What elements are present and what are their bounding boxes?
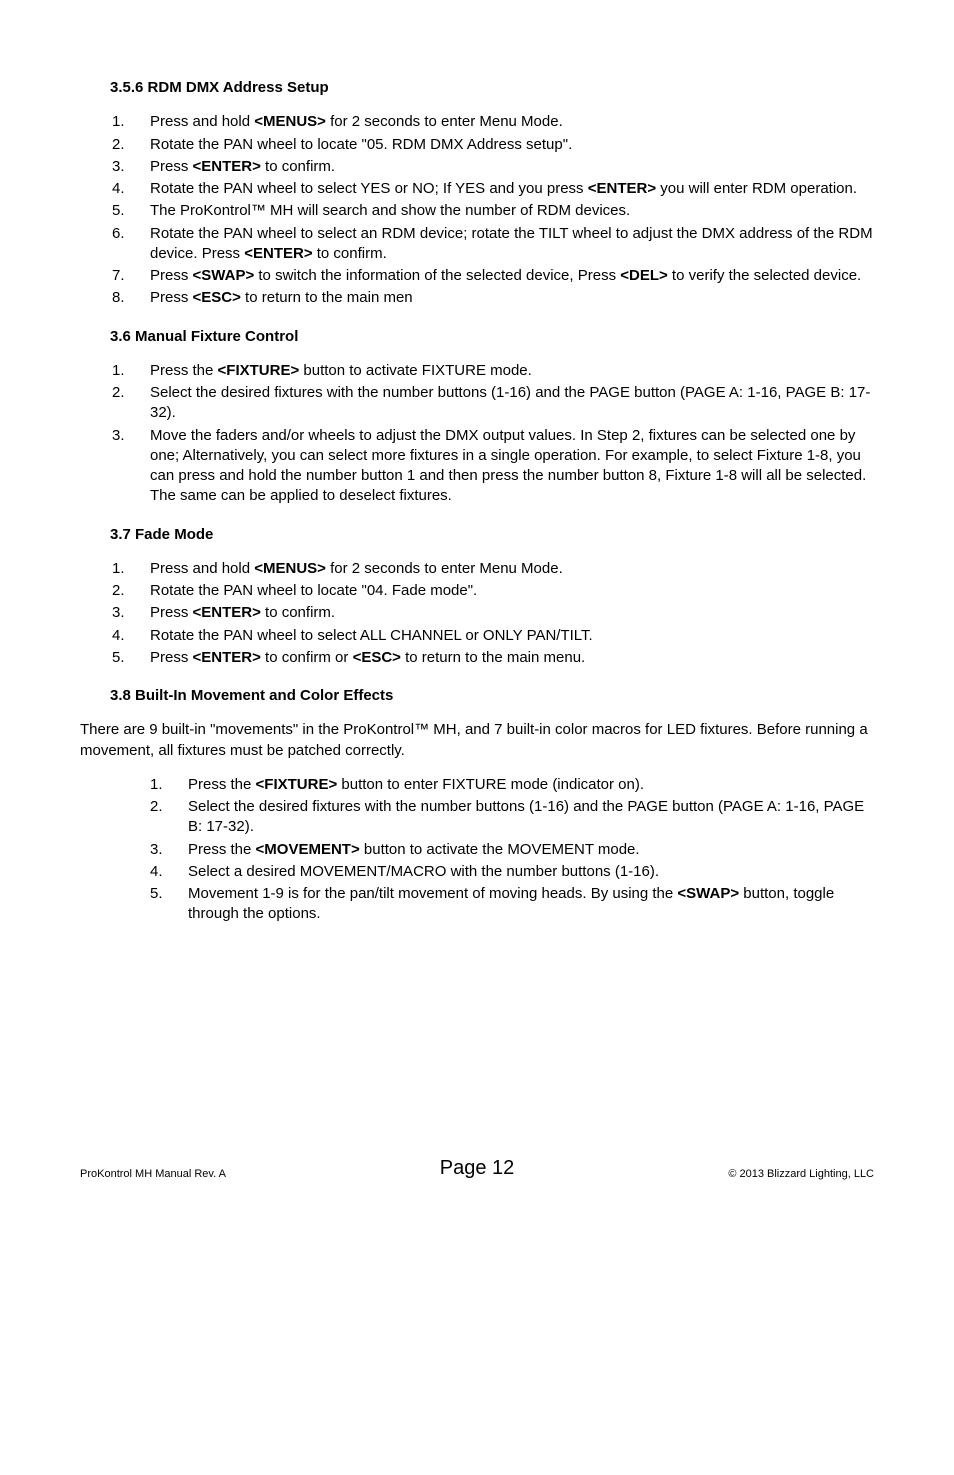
list-number: 5. — [112, 648, 150, 668]
list-item: 2.Rotate the PAN wheel to locate "04. Fa… — [112, 581, 874, 601]
list-item: 5.Press <ENTER> to confirm or <ESC> to r… — [112, 648, 874, 668]
list-text: Press and hold <MENUS> for 2 seconds to … — [150, 112, 874, 132]
intro-38: There are 9 built-in "movements" in the … — [80, 720, 874, 761]
list-text: Select the desired fixtures with the num… — [150, 383, 874, 424]
list-38: 1.Press the <FIXTURE> button to enter FI… — [150, 775, 874, 925]
list-text: Rotate the PAN wheel to select an RDM de… — [150, 224, 874, 265]
heading-356: 3.5.6 RDM DMX Address Setup — [110, 78, 874, 98]
list-number: 8. — [112, 288, 150, 308]
list-item: 5.Movement 1-9 is for the pan/tilt movem… — [150, 884, 874, 925]
list-number: 1. — [150, 775, 188, 795]
list-text: Press the <MOVEMENT> button to activate … — [188, 840, 874, 860]
list-number: 6. — [112, 224, 150, 265]
list-text: Press <SWAP> to switch the information o… — [150, 266, 874, 286]
list-text: Rotate the PAN wheel to select YES or NO… — [150, 179, 874, 199]
list-item: 2.Select the desired fixtures with the n… — [150, 797, 874, 838]
list-36: 1.Press the <FIXTURE> button to activate… — [112, 361, 874, 507]
list-text: Press and hold <MENUS> for 2 seconds to … — [150, 559, 874, 579]
list-text: Move the faders and/or wheels to adjust … — [150, 426, 874, 507]
list-item: 4.Select a desired MOVEMENT/MACRO with t… — [150, 862, 874, 882]
page-footer: ProKontrol MH Manual Rev. A Page 12 © 20… — [80, 1155, 874, 1182]
list-text: Rotate the PAN wheel to locate "05. RDM … — [150, 135, 874, 155]
list-number: 4. — [112, 179, 150, 199]
list-number: 5. — [150, 884, 188, 925]
list-item: 4.Rotate the PAN wheel to select ALL CHA… — [112, 626, 874, 646]
list-number: 4. — [150, 862, 188, 882]
list-item: 2.Select the desired fixtures with the n… — [112, 383, 874, 424]
list-number: 7. — [112, 266, 150, 286]
footer-left: ProKontrol MH Manual Rev. A — [80, 1167, 345, 1182]
list-item: 1.Press the <FIXTURE> button to enter FI… — [150, 775, 874, 795]
list-item: 2.Rotate the PAN wheel to locate "05. RD… — [112, 135, 874, 155]
list-text: Press the <FIXTURE> button to activate F… — [150, 361, 874, 381]
list-number: 2. — [112, 581, 150, 601]
list-text: Press <ENTER> to confirm or <ESC> to ret… — [150, 648, 874, 668]
list-number: 1. — [112, 112, 150, 132]
list-text: Press <ESC> to return to the main men — [150, 288, 874, 308]
list-item: 3.Press <ENTER> to confirm. — [112, 157, 874, 177]
list-item: 6.Rotate the PAN wheel to select an RDM … — [112, 224, 874, 265]
heading-36: 3.6 Manual Fixture Control — [110, 327, 874, 347]
list-item: 5.The ProKontrol™ MH will search and sho… — [112, 201, 874, 221]
list-text: Movement 1-9 is for the pan/tilt movemen… — [188, 884, 874, 925]
list-text: Press the <FIXTURE> button to enter FIXT… — [188, 775, 874, 795]
list-text: Select a desired MOVEMENT/MACRO with the… — [188, 862, 874, 882]
footer-right: © 2013 Blizzard Lighting, LLC — [609, 1167, 874, 1182]
list-37: 1.Press and hold <MENUS> for 2 seconds t… — [112, 559, 874, 668]
list-item: 4.Rotate the PAN wheel to select YES or … — [112, 179, 874, 199]
heading-37: 3.7 Fade Mode — [110, 525, 874, 545]
list-number: 4. — [112, 626, 150, 646]
list-number: 2. — [112, 135, 150, 155]
list-text: Press <ENTER> to confirm. — [150, 603, 874, 623]
list-number: 2. — [150, 797, 188, 838]
list-item: 3.Move the faders and/or wheels to adjus… — [112, 426, 874, 507]
list-number: 3. — [112, 157, 150, 177]
list-item: 1.Press the <FIXTURE> button to activate… — [112, 361, 874, 381]
list-356: 1.Press and hold <MENUS> for 2 seconds t… — [112, 112, 874, 308]
list-text: The ProKontrol™ MH will search and show … — [150, 201, 874, 221]
list-text: Rotate the PAN wheel to locate "04. Fade… — [150, 581, 874, 601]
list-item: 1.Press and hold <MENUS> for 2 seconds t… — [112, 559, 874, 579]
list-number: 1. — [112, 559, 150, 579]
heading-38: 3.8 Built-In Movement and Color Effects — [110, 686, 874, 706]
list-item: 3.Press <ENTER> to confirm. — [112, 603, 874, 623]
list-text: Select the desired fixtures with the num… — [188, 797, 874, 838]
list-number: 2. — [112, 383, 150, 424]
list-item: 1.Press and hold <MENUS> for 2 seconds t… — [112, 112, 874, 132]
list-text: Rotate the PAN wheel to select ALL CHANN… — [150, 626, 874, 646]
list-item: 3.Press the <MOVEMENT> button to activat… — [150, 840, 874, 860]
list-number: 5. — [112, 201, 150, 221]
list-number: 3. — [112, 603, 150, 623]
list-item: 7.Press <SWAP> to switch the information… — [112, 266, 874, 286]
list-text: Press <ENTER> to confirm. — [150, 157, 874, 177]
list-number: 3. — [150, 840, 188, 860]
footer-center: Page 12 — [345, 1155, 610, 1182]
list-number: 1. — [112, 361, 150, 381]
list-item: 8.Press <ESC> to return to the main men — [112, 288, 874, 308]
list-number: 3. — [112, 426, 150, 507]
